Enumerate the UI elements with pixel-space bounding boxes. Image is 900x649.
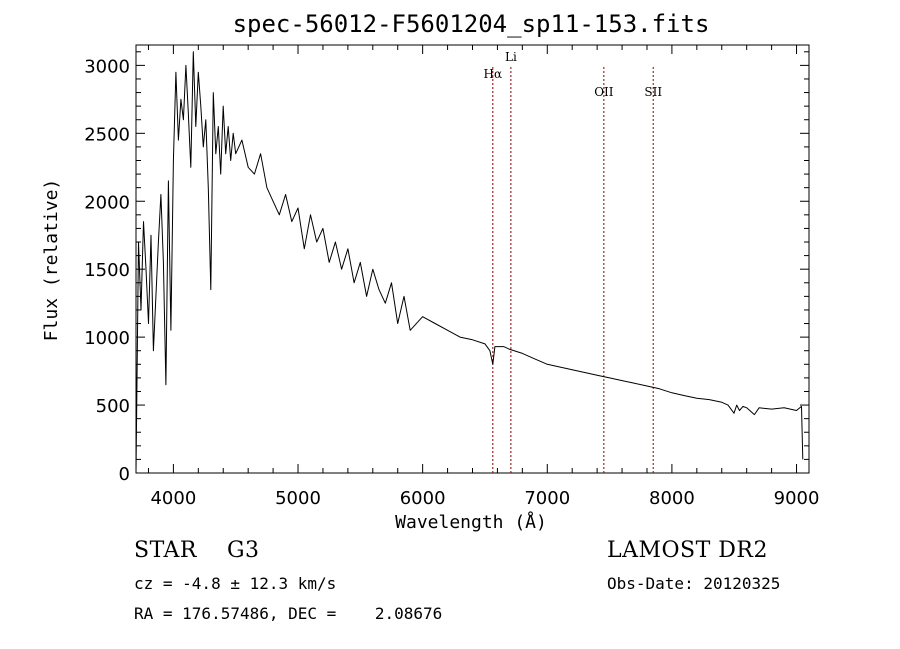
y-tick-label: 1500 (84, 260, 130, 281)
x-tick-label: 5000 (275, 488, 321, 509)
spectral-line-label: Hα (484, 67, 503, 81)
plot-frame (135, 44, 810, 474)
y-axis-label: Flux (relative) (41, 179, 62, 342)
y-tick-label: 0 (119, 464, 130, 485)
y-tick-label: 1000 (84, 328, 130, 349)
x-axis-label: Wavelength (Å) (395, 511, 547, 533)
spectral-line-label: Li (505, 50, 517, 64)
spectral-line-label: OII (594, 85, 614, 99)
x-tick-label: 9000 (774, 488, 820, 509)
survey-name: LAMOST DR2 (607, 538, 768, 563)
y-tick-label: 3000 (84, 56, 130, 77)
redshift-velocity: cz = -4.8 ± 12.3 km/s (134, 574, 337, 593)
object-class: STAR G3 (134, 538, 260, 563)
y-tick-label: 2000 (84, 192, 130, 213)
spectral-line-label: SII (644, 85, 662, 99)
coordinates: RA = 176.57486, DEC = 2.08676 (134, 604, 443, 623)
x-tick-label: 8000 (649, 488, 695, 509)
y-tick-label: 2500 (84, 124, 130, 145)
y-tick-label: 500 (96, 396, 130, 417)
plot-border (135, 44, 810, 474)
x-tick-label: 6000 (400, 488, 446, 509)
spectrum-line (135, 51, 804, 474)
chart-title: spec-56012-F5601204_sp11-153.fits (233, 10, 710, 38)
observation-date: Obs-Date: 20120325 (607, 574, 781, 593)
x-tick-label: 4000 (150, 488, 196, 509)
axis-ticks: 4000 5000 6000 7000 8000 9000 0 500 1000 1500 2000… (84, 45, 819, 509)
series-layer (135, 51, 804, 474)
x-tick-label: 7000 (524, 488, 570, 509)
